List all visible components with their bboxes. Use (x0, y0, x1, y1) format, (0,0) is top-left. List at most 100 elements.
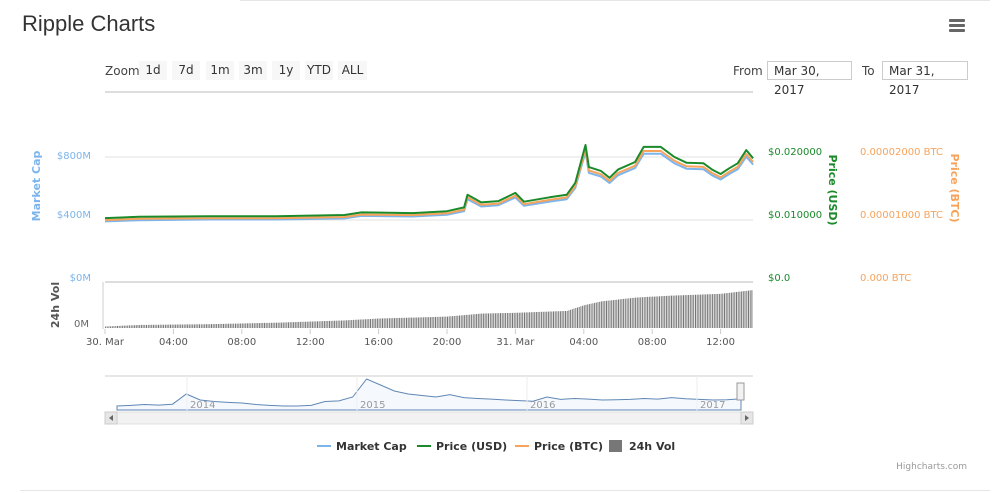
zoom-1d-button[interactable]: 1d (139, 61, 167, 80)
volume-bar (633, 297, 635, 328)
legend-label: Market Cap (336, 440, 407, 453)
volume-bar (279, 322, 281, 328)
volume-bar (703, 294, 705, 328)
volume-bar (477, 313, 479, 328)
volume-bar (255, 323, 257, 328)
volume-bar (443, 316, 445, 328)
volume-bar (674, 295, 676, 328)
zoom-1m-button[interactable]: 1m (206, 61, 234, 80)
highcharts-credit-link[interactable]: Highcharts.com (896, 462, 967, 472)
navigator-year-label: 2015 (360, 400, 385, 411)
x-tick-label: 12:00 (296, 337, 325, 348)
volume-bar (282, 322, 284, 328)
volume-bar (672, 295, 674, 328)
volume-bar (423, 317, 425, 328)
volume-bar (395, 318, 397, 328)
volume-bar (602, 301, 604, 328)
volume-bar (325, 321, 327, 328)
zoom-all-button[interactable]: ALL (338, 61, 367, 80)
volume-bar (453, 316, 455, 328)
x-tick-label: 08:00 (227, 337, 256, 348)
navigator[interactable]: 2014 2015 2016 2017 (104, 375, 754, 425)
volume-bar (643, 297, 645, 328)
volume-bar (698, 294, 700, 328)
volume-bar (204, 324, 206, 328)
legend-item-market-cap[interactable]: Market Cap (317, 440, 407, 453)
page-title: Ripple Charts (22, 11, 156, 36)
market-cap-axis-title: Market Cap (30, 151, 43, 222)
price-usd-tick: $0.020000 (768, 147, 822, 158)
to-date-input[interactable]: Mar 31, 2017 (882, 61, 968, 97)
volume-bar (686, 295, 688, 328)
volume-bar (176, 324, 178, 328)
arrow-left-icon (109, 415, 113, 421)
hamburger-menu-icon[interactable] (949, 19, 965, 33)
legend-item-price-usd[interactable]: Price (USD) (417, 440, 507, 453)
volume-bar (684, 295, 686, 328)
volume-bar (630, 298, 631, 328)
legend-item-24h-vol[interactable]: 24h Vol (609, 440, 675, 453)
volume-bar (317, 321, 318, 328)
volume-bar (110, 326, 112, 328)
volume-bar (238, 323, 240, 328)
volume-bar (258, 323, 260, 328)
volume-bar (166, 324, 168, 328)
volume-bar (299, 321, 301, 328)
volume-bar (303, 321, 305, 328)
volume-bar (378, 318, 380, 328)
zoom-3m-button[interactable]: 3m (239, 61, 267, 80)
volume-bar (691, 294, 693, 328)
volume-bar (496, 313, 498, 328)
market-cap-tick: $800M (57, 151, 91, 162)
volume-bar (554, 311, 556, 328)
volume-bar (616, 299, 618, 328)
volume-bar (115, 326, 117, 328)
volume-bar (361, 319, 363, 328)
volume-bar (267, 322, 269, 328)
volume-bar (542, 311, 544, 328)
volume-bar (147, 324, 149, 328)
zoom-1y-button[interactable]: 1y (272, 61, 300, 80)
volume-bar (549, 311, 551, 328)
volume-bar (459, 315, 460, 328)
volume-bar (264, 322, 265, 328)
from-date-input[interactable]: Mar 30, 2017 (767, 61, 852, 97)
zoom-ytd-button[interactable]: YTD (305, 61, 333, 80)
price-btc-line (104, 148, 754, 222)
volume-bar (631, 298, 633, 328)
volume-bar (291, 322, 293, 328)
zoom-7d-button[interactable]: 7d (172, 61, 200, 80)
volume-bar (696, 294, 698, 328)
volume-bar (315, 321, 317, 328)
volume-bar (441, 316, 443, 328)
x-tick-label: 12:00 (706, 337, 735, 348)
volume-bar (382, 318, 383, 328)
volume-axis-title: 24h Vol (49, 282, 62, 328)
volume-bar (335, 320, 337, 328)
volume-bar (108, 326, 110, 328)
volume-bar (229, 323, 231, 328)
volume-bar (250, 323, 252, 328)
volume-bar (578, 306, 580, 328)
navigator-handle[interactable] (736, 382, 745, 401)
volume-bar (111, 326, 113, 328)
volume-bar (117, 325, 118, 328)
volume-bar (308, 321, 310, 328)
volume-bar (394, 318, 395, 328)
volume-bar (313, 321, 315, 328)
volume-bar (156, 324, 158, 328)
volume-bar (700, 294, 702, 328)
volume-bar (368, 319, 370, 328)
volume-bar (724, 293, 725, 328)
volume-bar (253, 323, 255, 328)
volume-bar (457, 315, 459, 328)
volume-bar (144, 324, 146, 328)
volume-bar (614, 299, 616, 328)
navigator-scrollbar[interactable] (104, 411, 754, 425)
volume-bar (383, 318, 385, 328)
x-axis: 30. Mar 04:00 08:00 12:00 16:00 20:00 31. Mar 0… (86, 329, 735, 348)
legend-item-price-btc[interactable]: Price (BTC) (515, 440, 603, 453)
volume-bar (276, 322, 277, 328)
volume-bar (246, 323, 248, 328)
